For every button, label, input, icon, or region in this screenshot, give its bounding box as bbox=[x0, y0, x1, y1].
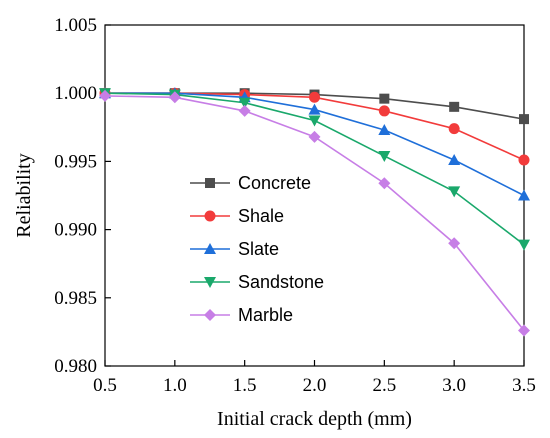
data-point bbox=[518, 154, 530, 166]
data-point bbox=[308, 103, 321, 115]
x-tick-label: 2.0 bbox=[303, 375, 327, 396]
data-point bbox=[449, 101, 460, 112]
legend-marker bbox=[204, 277, 216, 288]
series-shale bbox=[99, 87, 530, 166]
x-tick-label: 2.5 bbox=[372, 375, 396, 396]
legend-item-marble: Marble bbox=[190, 305, 293, 325]
x-tick-label: 3.5 bbox=[512, 375, 536, 396]
data-point bbox=[99, 89, 111, 102]
legend-item-slate: Slate bbox=[190, 239, 279, 259]
series-layer bbox=[99, 87, 530, 337]
data-point bbox=[238, 104, 251, 117]
legend-item-concrete: Concrete bbox=[190, 173, 311, 193]
y-tick-label: 0.980 bbox=[54, 356, 97, 377]
data-point bbox=[379, 93, 390, 104]
data-point bbox=[168, 91, 181, 104]
y-tick-label: 0.985 bbox=[54, 288, 97, 309]
y-tick-label: 1.005 bbox=[54, 15, 97, 36]
y-tick-label: 0.990 bbox=[54, 220, 97, 241]
legend-label: Marble bbox=[238, 305, 293, 325]
legend-label: Sandstone bbox=[238, 272, 324, 292]
legend: Concrete Shale Slate Sandstone Marble bbox=[190, 173, 324, 325]
legend-marker bbox=[204, 243, 216, 254]
series-marble bbox=[99, 89, 530, 337]
data-point bbox=[519, 114, 529, 125]
x-axis-title: Initial crack depth (mm) bbox=[217, 408, 412, 430]
data-point bbox=[518, 324, 530, 337]
x-tick-label: 1.0 bbox=[163, 375, 187, 396]
data-point bbox=[238, 97, 251, 109]
y-tick-label: 1.000 bbox=[54, 83, 97, 104]
series-slate bbox=[99, 87, 530, 201]
legend-label: Shale bbox=[238, 206, 284, 226]
legend-label: Concrete bbox=[238, 173, 311, 193]
data-point bbox=[448, 237, 461, 250]
data-point bbox=[518, 189, 530, 201]
data-point bbox=[448, 123, 460, 135]
data-point bbox=[448, 154, 461, 166]
legend-marker bbox=[204, 309, 216, 321]
x-tick-label: 0.5 bbox=[93, 375, 117, 396]
legend-item-sandstone: Sandstone bbox=[190, 272, 324, 292]
series-line bbox=[105, 92, 525, 161]
x-tick-label: 3.0 bbox=[442, 375, 466, 396]
data-point bbox=[378, 105, 390, 117]
y-axis-title: Reliability bbox=[13, 153, 35, 237]
data-point bbox=[378, 150, 391, 162]
plot-frame bbox=[104, 24, 525, 367]
legend-marker bbox=[204, 210, 216, 222]
axes bbox=[104, 24, 525, 367]
legend-item-shale: Shale bbox=[190, 206, 284, 226]
data-point bbox=[378, 177, 391, 190]
data-point bbox=[309, 91, 320, 103]
data-point bbox=[448, 186, 461, 198]
data-point bbox=[378, 124, 391, 136]
y-tick-label: 0.995 bbox=[54, 151, 97, 172]
data-point bbox=[308, 115, 321, 127]
x-tick-label: 1.5 bbox=[233, 375, 257, 396]
data-point bbox=[518, 239, 530, 251]
legend-label: Slate bbox=[238, 239, 279, 259]
legend-marker bbox=[205, 178, 215, 188]
data-point bbox=[308, 130, 321, 143]
ticks: 0.5 1.0 1.5 2.0 2.5 3.0 3.5 0.980 0.985 0.990 0.99… bbox=[54, 15, 536, 396]
